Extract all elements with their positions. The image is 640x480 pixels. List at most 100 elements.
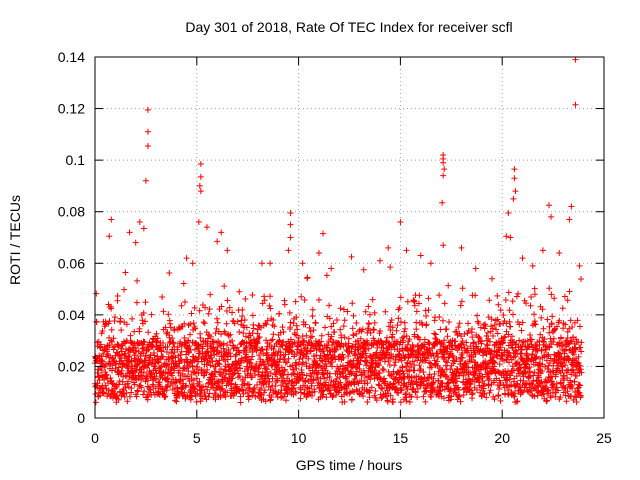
data-point <box>500 337 507 344</box>
data-point <box>263 321 270 328</box>
data-point <box>436 313 443 320</box>
data-point <box>246 359 253 366</box>
data-point <box>445 318 452 325</box>
data-point <box>362 350 369 357</box>
data-point <box>286 309 293 316</box>
data-point <box>512 188 519 195</box>
data-point <box>547 368 554 375</box>
y-tick-label: 0.14 <box>58 49 85 65</box>
data-point <box>397 399 404 406</box>
data-point <box>204 366 211 373</box>
data-point <box>361 380 368 387</box>
data-point <box>140 225 147 232</box>
data-point <box>394 322 401 329</box>
data-point <box>505 387 512 394</box>
data-point <box>423 321 430 328</box>
data-point <box>250 389 257 396</box>
data-point <box>356 365 363 372</box>
data-point <box>320 391 327 398</box>
data-point <box>154 335 161 342</box>
data-point <box>562 385 569 392</box>
data-point <box>303 332 310 339</box>
data-point <box>402 325 409 332</box>
data-point <box>249 353 256 360</box>
data-point <box>404 386 411 393</box>
data-point <box>436 388 443 395</box>
data-point <box>152 385 159 392</box>
data-point <box>362 308 369 315</box>
data-point <box>396 348 403 355</box>
data-point <box>239 387 246 394</box>
data-point <box>437 387 444 394</box>
data-point <box>497 379 504 386</box>
data-point <box>261 297 268 304</box>
data-point <box>344 308 351 315</box>
data-point <box>102 382 109 389</box>
data-point <box>118 367 125 374</box>
data-point <box>533 353 540 360</box>
data-point <box>340 323 347 330</box>
data-point <box>505 289 512 296</box>
data-point <box>321 375 328 382</box>
data-point <box>523 300 530 307</box>
data-point <box>251 385 258 392</box>
data-point <box>540 325 547 332</box>
data-point <box>187 321 194 328</box>
data-point <box>375 362 382 369</box>
data-point <box>482 358 489 365</box>
data-point <box>437 326 444 333</box>
data-point <box>416 362 423 369</box>
data-point <box>236 288 243 295</box>
data-point <box>459 285 466 292</box>
y-axis-label: ROTI / TECUs <box>7 195 23 285</box>
data-point <box>486 389 493 396</box>
data-point <box>442 362 449 369</box>
data-point <box>216 361 223 368</box>
data-point <box>346 390 353 397</box>
data-point <box>151 352 158 359</box>
data-point <box>307 328 314 335</box>
data-point <box>249 312 256 319</box>
data-point <box>305 355 312 362</box>
data-point <box>108 216 115 223</box>
data-point <box>411 367 418 374</box>
data-point <box>162 393 169 400</box>
data-point <box>186 343 193 350</box>
data-point <box>371 309 378 316</box>
data-point <box>547 392 554 399</box>
data-point <box>126 393 133 400</box>
data-point <box>209 358 216 365</box>
data-point <box>494 316 501 323</box>
data-point <box>341 317 348 324</box>
data-point <box>102 361 109 368</box>
data-point <box>174 344 181 351</box>
data-point <box>145 329 152 336</box>
data-point <box>281 301 288 308</box>
data-point <box>507 323 514 330</box>
data-point <box>564 297 571 304</box>
data-point <box>147 387 154 394</box>
data-point <box>417 252 424 259</box>
data-point <box>197 161 204 168</box>
data-point <box>193 375 200 382</box>
data-point <box>168 350 175 357</box>
data-point <box>287 234 294 241</box>
data-point <box>323 363 330 370</box>
data-point <box>180 280 187 287</box>
data-point <box>465 320 472 327</box>
data-point <box>400 333 407 340</box>
data-point <box>297 389 304 396</box>
data-point <box>200 319 207 326</box>
data-point <box>187 331 194 338</box>
data-point <box>131 340 138 347</box>
data-point <box>166 360 173 367</box>
data-point <box>339 351 346 358</box>
data-point <box>452 338 459 345</box>
data-point <box>277 329 284 336</box>
data-point <box>426 359 433 366</box>
data-point <box>109 367 116 374</box>
data-point <box>489 325 496 332</box>
data-point <box>329 393 336 400</box>
data-point <box>231 370 238 377</box>
data-point <box>264 368 271 375</box>
